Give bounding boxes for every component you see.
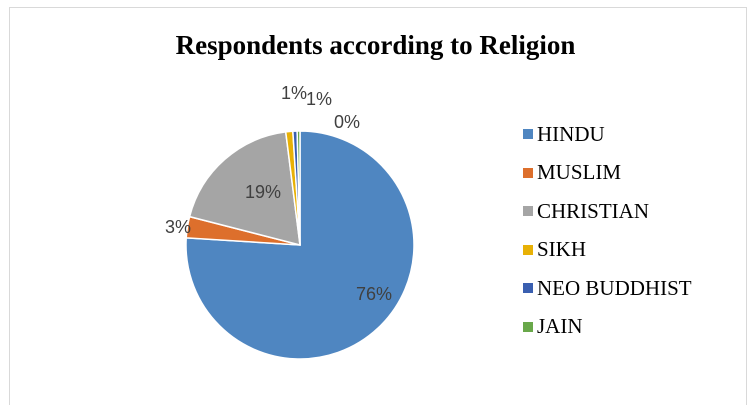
data-label-sikh: 1% (281, 83, 307, 103)
legend-label: CHRISTIAN (537, 198, 650, 223)
data-label-hindu: 76% (356, 284, 392, 304)
legend-swatch (523, 244, 533, 255)
legend: HINDU MUSLIM CHRISTIAN SIKH NEO BUDDHIST JAIN (523, 115, 692, 346)
legend-label: NEO BUDDHIST (537, 275, 692, 300)
pie-slice-jain (296, 130, 301, 246)
legend-item-christian: CHRISTIAN (523, 192, 692, 231)
legend-swatch (523, 129, 533, 140)
legend-swatch (523, 167, 533, 178)
legend-swatch (523, 283, 533, 294)
legend-swatch (523, 206, 533, 217)
legend-item-muslim: MUSLIM (523, 154, 692, 193)
data-label-muslim: 3% (165, 217, 191, 237)
legend-item-neo-buddhist: NEO BUDDHIST (523, 269, 692, 308)
data-label-christian: 19% (245, 182, 281, 202)
legend-item-jain: JAIN (523, 308, 692, 347)
data-label-neo-buddhist: 1% (306, 89, 332, 109)
legend-label: SIKH (537, 237, 587, 262)
legend-item-hindu: HINDU (523, 115, 692, 154)
data-label-jain: 0% (334, 112, 360, 132)
legend-label: JAIN (537, 314, 583, 339)
pie-slice-hindu (185, 130, 415, 360)
pie-slice-christian (188, 131, 301, 247)
legend-label: MUSLIM (537, 160, 622, 185)
legend-label: HINDU (537, 121, 605, 146)
legend-item-sikh: SIKH (523, 231, 692, 270)
chart-title: Respondents according to Religion (175, 30, 576, 60)
legend-swatch (523, 321, 533, 332)
